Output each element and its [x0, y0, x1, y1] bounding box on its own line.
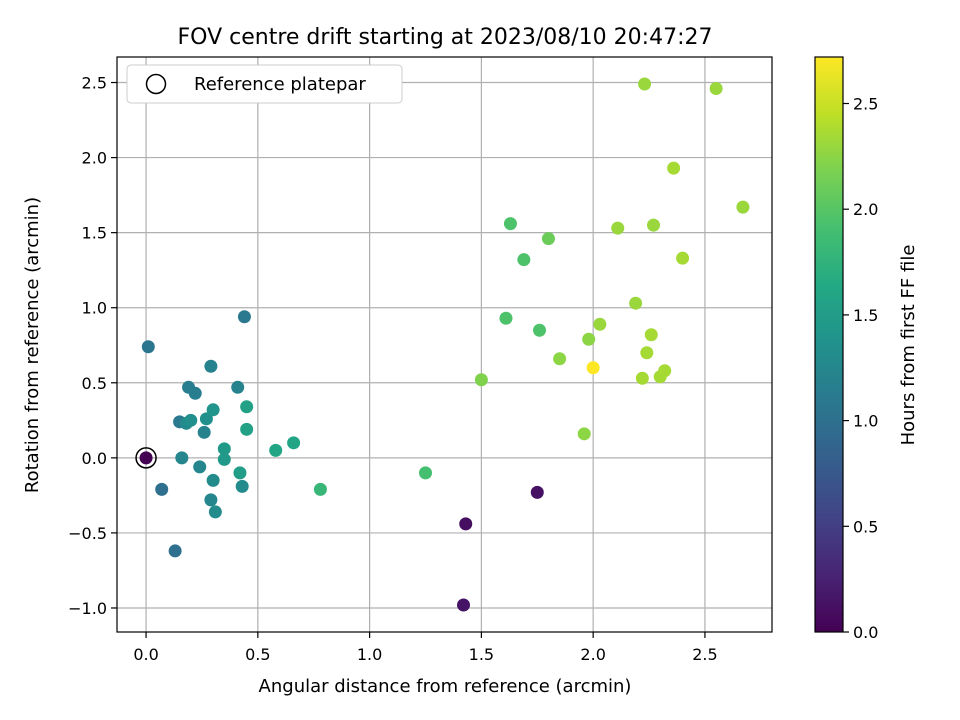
legend-box — [126, 64, 403, 104]
data-point — [635, 371, 649, 385]
data-point — [204, 493, 218, 507]
data-point — [141, 340, 155, 354]
data-point — [240, 422, 254, 436]
data-point — [629, 296, 643, 310]
y-tick-label: 0.5 — [82, 374, 107, 393]
data-point — [736, 200, 750, 214]
data-point — [533, 323, 547, 337]
data-point — [647, 218, 661, 232]
data-point — [667, 161, 681, 175]
data-point — [208, 505, 222, 519]
legend: Reference platepar — [126, 64, 403, 104]
y-axis-ticks: −1.0 −0.5 0.0 0.5 1.0 1.5 2.0 2.5 — [68, 74, 117, 618]
x-axis-ticks: 0.0 0.5 1.0 1.5 2.0 2.5 — [133, 632, 718, 664]
data-point — [499, 311, 513, 325]
y-axis-label: Rotation from reference (arcmin) — [22, 197, 43, 493]
grid-lines — [117, 57, 772, 632]
colorbar-tick-label: 2.0 — [853, 200, 878, 219]
colorbar-tick-label: 2.5 — [853, 95, 878, 114]
data-point — [155, 482, 169, 496]
data-point — [199, 412, 213, 426]
colorbar-frame — [814, 56, 844, 633]
data-point — [175, 451, 189, 465]
data-point — [235, 479, 249, 493]
colorbar-label: Hours from first FF file — [898, 245, 919, 446]
y-tick-label: −0.5 — [68, 524, 107, 543]
data-point — [640, 346, 654, 360]
data-points — [139, 77, 750, 612]
chart-title: FOV centre drift starting at 2023/08/10 … — [178, 25, 713, 50]
data-point — [582, 332, 596, 346]
x-tick-label: 0.5 — [245, 645, 270, 664]
y-tick-label: 2.0 — [82, 149, 107, 168]
colorbar-tick-label: 1.0 — [853, 412, 878, 431]
data-point — [530, 485, 544, 499]
data-point — [231, 380, 245, 394]
data-point — [233, 466, 247, 480]
data-point — [644, 328, 658, 342]
data-point — [553, 352, 567, 366]
data-point — [168, 544, 182, 558]
data-point — [577, 427, 591, 441]
data-point — [184, 413, 198, 427]
x-tick-label: 2.5 — [692, 645, 717, 664]
colorbar-ticks: 0.0 0.5 1.0 1.5 2.0 2.5 — [843, 95, 878, 642]
data-point — [593, 317, 607, 331]
data-point — [206, 403, 220, 417]
y-tick-label: 2.5 — [82, 74, 107, 93]
x-tick-label: 0.0 — [133, 645, 158, 664]
x-tick-label: 2.0 — [580, 645, 605, 664]
data-point — [313, 482, 327, 496]
data-point — [193, 460, 207, 474]
data-point — [204, 359, 218, 373]
data-point — [611, 221, 625, 235]
y-tick-label: 1.5 — [82, 224, 107, 243]
data-point — [474, 373, 488, 387]
data-point — [206, 473, 220, 487]
colorbar-tick-label: 1.5 — [853, 306, 878, 325]
data-point — [676, 251, 690, 265]
data-point — [237, 310, 251, 324]
x-tick-label: 1.5 — [469, 645, 494, 664]
data-point — [658, 364, 672, 378]
y-tick-label: 1.0 — [82, 299, 107, 318]
data-point — [541, 232, 555, 246]
colorbar-gradient — [815, 57, 843, 632]
colorbar-tick-label: 0.0 — [853, 623, 878, 642]
data-point — [287, 436, 301, 450]
data-point — [217, 452, 231, 466]
data-point — [240, 400, 254, 414]
data-point — [503, 217, 517, 231]
y-tick-label: −1.0 — [68, 599, 107, 618]
data-point — [517, 253, 531, 267]
data-point — [139, 451, 153, 465]
data-point — [217, 442, 231, 456]
data-point — [269, 443, 283, 457]
x-axis-label: Angular distance from reference (arcmin) — [259, 676, 632, 697]
data-point — [638, 77, 652, 91]
plot-frame — [116, 56, 773, 633]
data-point — [586, 361, 600, 375]
data-point — [418, 466, 432, 480]
data-point — [188, 386, 202, 400]
data-point — [457, 598, 471, 612]
reference-marker — [135, 447, 157, 469]
legend-entry-label: Reference platepar — [194, 74, 366, 95]
y-tick-label: 0.0 — [82, 449, 107, 468]
x-tick-label: 1.0 — [357, 645, 382, 664]
reference-marker-layer — [135, 447, 157, 469]
data-point — [459, 517, 473, 531]
data-point — [709, 82, 723, 96]
data-point — [197, 425, 211, 439]
colorbar-tick-label: 0.5 — [853, 517, 878, 536]
legend-reference-marker — [145, 73, 167, 95]
